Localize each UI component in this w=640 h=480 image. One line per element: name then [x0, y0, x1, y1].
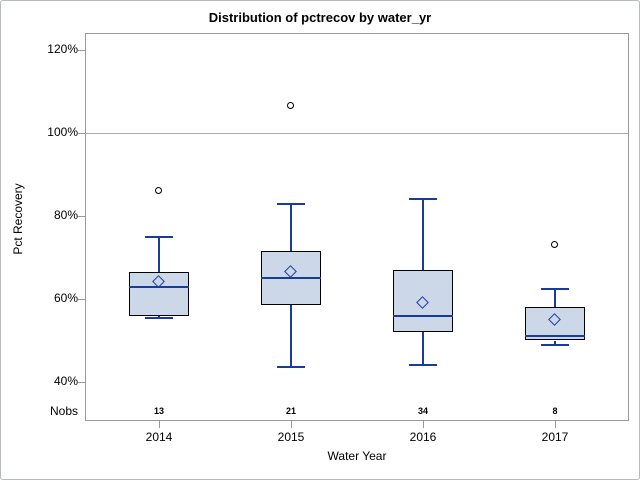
x-tick-label: 2017 — [541, 430, 569, 444]
whisker-upper-2015 — [290, 203, 292, 252]
y-tick-mark — [78, 50, 85, 51]
whisker-cap-lower-2014 — [145, 316, 173, 319]
x-tick-mark — [423, 421, 424, 428]
whisker-lower-2015 — [290, 305, 292, 368]
median-line-2017 — [525, 335, 585, 338]
whisker-cap-lower-2016 — [409, 364, 437, 367]
nobs-row-label: Nobs — [49, 404, 78, 418]
y-tick-mark — [78, 299, 85, 300]
whisker-cap-lower-2015 — [277, 366, 305, 369]
median-line-2016 — [393, 314, 453, 317]
median-line-2014 — [129, 285, 189, 288]
y-tick-label: 120% — [47, 42, 78, 56]
plot-panel-border — [85, 33, 629, 421]
x-tick-mark — [555, 421, 556, 428]
whisker-lower-2014 — [158, 315, 160, 318]
plot-area — [85, 33, 629, 421]
box-2014 — [129, 272, 189, 316]
box-2016 — [393, 269, 453, 333]
whisker-upper-2016 — [422, 199, 424, 270]
whisker-cap-upper-2014 — [145, 235, 173, 238]
y-tick-label: 100% — [47, 125, 78, 139]
y-tick-label: 60% — [53, 291, 78, 305]
outlier-marker-2017 — [551, 241, 558, 249]
nobs-value-2017: 8 — [552, 406, 558, 416]
outlier-marker-2014 — [155, 187, 162, 195]
whisker-cap-upper-2016 — [409, 198, 437, 201]
whisker-lower-2017 — [554, 340, 556, 345]
nobs-value-2014: 13 — [153, 406, 164, 416]
x-tick-mark — [291, 421, 292, 428]
y-axis-title: Pct Recovery — [11, 183, 25, 255]
whisker-upper-2017 — [554, 288, 556, 308]
x-tick-mark — [159, 421, 160, 428]
y-tick-label: 40% — [53, 374, 78, 388]
whisker-cap-upper-2015 — [277, 202, 305, 205]
y-tick-mark — [78, 382, 85, 383]
nobs-value-2016: 34 — [417, 406, 428, 416]
x-axis-title: Water Year — [327, 449, 387, 463]
y-tick-mark — [78, 133, 85, 134]
y-tick-mark — [78, 216, 85, 217]
box-2017 — [525, 307, 585, 341]
x-tick-label: 2015 — [277, 430, 305, 444]
chart-title: Distribution of pctrecov by water_yr — [208, 10, 432, 25]
whisker-cap-upper-2017 — [541, 287, 569, 290]
whisker-lower-2016 — [422, 332, 424, 366]
outlier-marker-2015 — [287, 102, 294, 110]
reference-line-100pct — [85, 133, 629, 134]
whisker-cap-lower-2017 — [541, 343, 569, 346]
x-tick-label: 2016 — [409, 430, 437, 444]
median-line-2015 — [261, 277, 321, 280]
whisker-upper-2014 — [158, 236, 160, 273]
nobs-value-2015: 21 — [285, 406, 296, 416]
y-tick-label: 80% — [53, 208, 78, 222]
x-tick-label: 2014 — [145, 430, 173, 444]
